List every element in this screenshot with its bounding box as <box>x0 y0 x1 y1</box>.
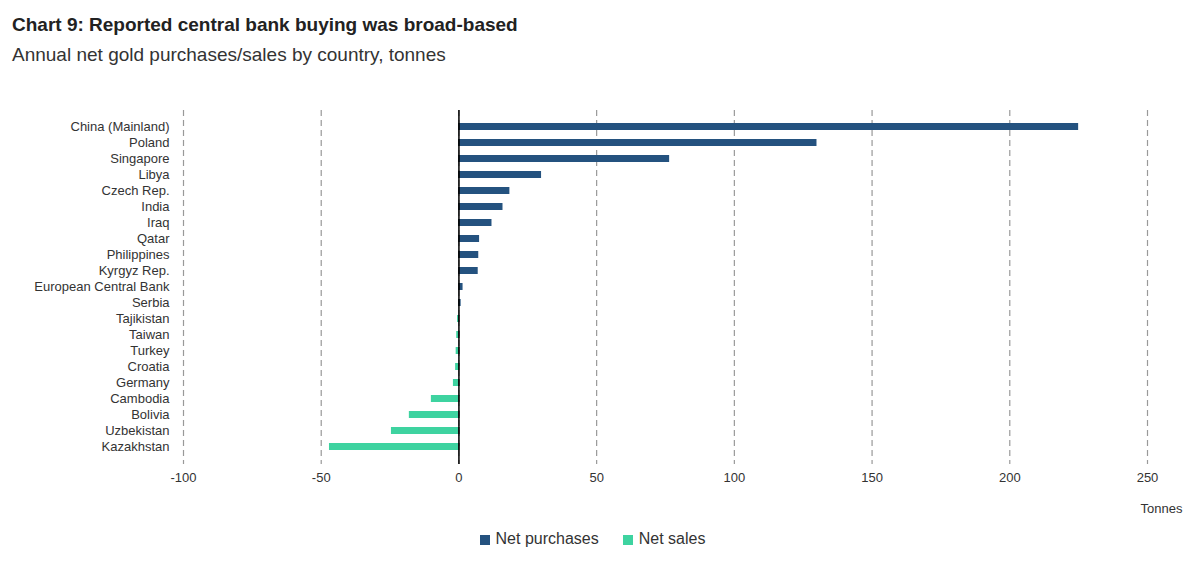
svg-text:100: 100 <box>724 470 746 485</box>
svg-text:200: 200 <box>999 470 1021 485</box>
svg-text:Serbia: Serbia <box>132 295 170 310</box>
html-text:Chart 9: Reported central bank: Chart 9: Reported central bank buying wa… <box>12 14 518 35</box>
svg-text:Singapore: Singapore <box>110 151 169 166</box>
svg-text:Philippines: Philippines <box>107 247 170 262</box>
svg-text:Taiwan: Taiwan <box>129 327 169 342</box>
svg-text:-50: -50 <box>312 470 331 485</box>
svg-text:European Central Bank: European Central Bank <box>34 279 170 294</box>
html-text:Annual net gold purchases/sale: Annual net gold purchases/sales by count… <box>12 44 446 65</box>
svg-text:0: 0 <box>455 470 462 485</box>
svg-text:Tajikistan: Tajikistan <box>116 311 169 326</box>
svg-text:150: 150 <box>861 470 883 485</box>
svg-text:Tonnes: Tonnes <box>1141 501 1183 516</box>
svg-text:Uzbekistan: Uzbekistan <box>105 423 169 438</box>
svg-text:China (Mainland): China (Mainland) <box>71 119 170 134</box>
svg-text:Kyrgyz Rep.: Kyrgyz Rep. <box>99 263 170 278</box>
svg-text:Croatia: Croatia <box>128 359 171 374</box>
svg-text:India: India <box>141 199 170 214</box>
svg-text:Czech Rep.: Czech Rep. <box>102 183 170 198</box>
svg-text:Kazakhstan: Kazakhstan <box>102 439 170 454</box>
svg-text:Qatar: Qatar <box>137 231 170 246</box>
svg-text:250: 250 <box>1137 470 1159 485</box>
svg-text:50: 50 <box>589 470 603 485</box>
svg-text:-100: -100 <box>170 470 196 485</box>
html-text:Net sales: Net sales <box>638 530 706 547</box>
html-text:Net purchases: Net purchases <box>495 530 599 547</box>
svg-text:Germany: Germany <box>116 375 170 390</box>
svg-text:Cambodia: Cambodia <box>110 391 170 406</box>
svg-text:Bolivia: Bolivia <box>131 407 170 422</box>
svg-text:Poland: Poland <box>129 135 169 150</box>
svg-text:Libya: Libya <box>138 167 170 182</box>
svg-text:Iraq: Iraq <box>147 215 169 230</box>
svg-text:Turkey: Turkey <box>130 343 170 358</box>
